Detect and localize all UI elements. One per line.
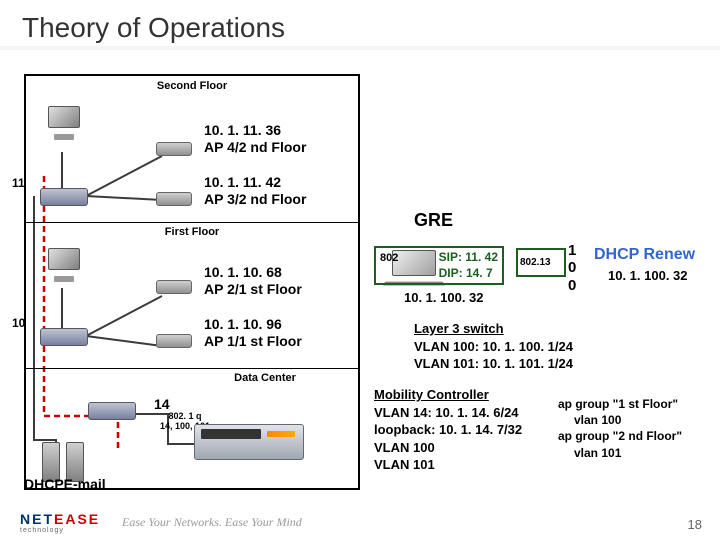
- netease-logo: NETEASE technology: [20, 511, 100, 534]
- pc-icon: [48, 248, 88, 282]
- second-floor-label: Second Floor: [157, 80, 227, 92]
- ap2-label: 10. 1. 10. 68 AP 2/1 st Floor: [204, 264, 302, 298]
- dc-label: Data Center: [234, 372, 296, 384]
- page-title: Theory of Operations: [22, 12, 285, 44]
- ap-icon: [156, 334, 192, 348]
- ap1-label: 10. 1. 10. 96 AP 1/1 st Floor: [204, 316, 302, 350]
- gre-label: GRE: [414, 210, 453, 231]
- vlan-11-label: 11: [12, 176, 25, 190]
- tagline: Ease Your Networks. Ease Your Mind: [122, 515, 302, 530]
- accent-bar: [0, 46, 720, 50]
- vlan-10-label: 10: [12, 316, 25, 330]
- ap4-label: 10. 1. 11. 36 AP 4/2 nd Floor: [204, 122, 306, 156]
- ap-icon: [156, 142, 192, 156]
- left-diagram-box: Second Floor 10. 1. 11. 36 AP 4/2 nd Flo…: [24, 74, 360, 490]
- mobility-controller-info: Mobility Controller VLAN 14: 10. 1. 14. …: [374, 386, 522, 474]
- controller-icon: [194, 424, 304, 460]
- ap3-label: 10. 1. 11. 42 AP 3/2 nd Floor: [204, 174, 306, 208]
- page-number: 18: [688, 517, 702, 532]
- packet-gre: 802 SIP: 11. 42 DIP: 14. 7: [374, 246, 504, 285]
- l3-switch-info: Layer 3 switch VLAN 100: 10. 1. 100. 1/2…: [414, 320, 573, 373]
- dhcp-renew-label: DHCP Renew: [594, 246, 695, 264]
- ap-group-info: ap group "1 st Floor" vlan 100 ap group …: [558, 396, 682, 461]
- switch-icon: [40, 188, 88, 206]
- packet-8021q: 802.13: [516, 248, 566, 277]
- first-floor-label: First Floor: [165, 226, 219, 238]
- pc-icon: [48, 106, 88, 140]
- inner-ip: 10. 1. 100. 32: [404, 290, 484, 305]
- ap-icon: [156, 280, 192, 294]
- dhcp-email-label: DHCPE-mail: [24, 476, 106, 492]
- switch-icon: [40, 328, 88, 346]
- ap-icon: [156, 192, 192, 206]
- core-switch-icon: [88, 402, 136, 420]
- tag-14: 14: [154, 396, 170, 412]
- colnum-100: 1 0 0: [568, 242, 576, 294]
- dhcp-ip: 10. 1. 100. 32: [608, 268, 688, 283]
